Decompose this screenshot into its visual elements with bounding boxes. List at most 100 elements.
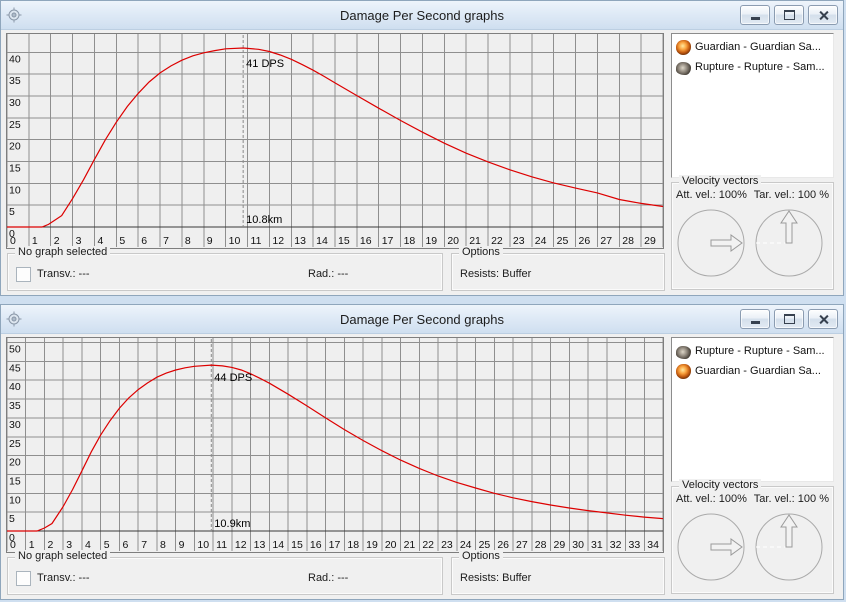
attacker-velocity-label: Att. vel.: 100% (676, 493, 747, 505)
svg-text:26: 26 (497, 539, 509, 551)
options-group: Options Resists: Buffer (451, 550, 665, 595)
svg-text:12: 12 (235, 539, 247, 551)
svg-text:10: 10 (197, 539, 209, 551)
velocity-dials (677, 513, 823, 581)
svg-text:19: 19 (425, 235, 437, 247)
no-graph-group-label: No graph selected (15, 246, 111, 258)
options-group: Options Resists: Buffer (451, 246, 665, 291)
svg-text:34: 34 (647, 539, 659, 551)
svg-text:30: 30 (9, 419, 21, 431)
dps-curve (7, 364, 664, 532)
legend-panel: Rupture - Rupture - Sam... Guardian - Gu… (671, 337, 834, 482)
up-arrow-icon[interactable] (780, 514, 798, 548)
attacker-vector-dial[interactable] (677, 209, 745, 277)
maximize-button[interactable] (774, 309, 804, 329)
svg-text:22: 22 (422, 539, 434, 551)
svg-text:27: 27 (516, 539, 528, 551)
svg-text:26: 26 (579, 235, 591, 247)
velocity-dials (677, 209, 823, 277)
dps-graph[interactable]: 0 5 10 15 20 25 30 35 40 0 1 2 3 4 5 6 7 8 9 10 11 12 13 14 15 16… (6, 33, 664, 249)
svg-text:35: 35 (9, 400, 21, 412)
svg-text:1: 1 (32, 235, 38, 247)
ship-icon (676, 39, 691, 55)
titlebar[interactable]: Damage Per Second graphs (1, 305, 843, 334)
maximize-button[interactable] (774, 5, 804, 25)
svg-text:21: 21 (404, 539, 416, 551)
radial-value: Rad.: --- (308, 572, 349, 584)
svg-text:25: 25 (479, 539, 491, 551)
svg-text:20: 20 (9, 141, 21, 153)
velocity-vectors-group: Velocity vectors Att. vel.: 100% Tar. ve… (671, 479, 834, 594)
transversal-checkbox[interactable] (16, 266, 31, 282)
svg-text:40: 40 (9, 53, 21, 65)
ship-icon (676, 345, 691, 359)
transversal-value: Transv.: --- (37, 268, 90, 280)
right-arrow-icon[interactable] (710, 234, 743, 252)
options-group-label: Options (459, 550, 503, 562)
target-crosshair-icon (6, 7, 22, 23)
svg-text:15: 15 (338, 235, 350, 247)
svg-text:5: 5 (9, 206, 15, 218)
svg-text:20: 20 (385, 539, 397, 551)
right-arrow-icon[interactable] (710, 538, 743, 556)
minimize-button[interactable] (740, 309, 770, 329)
svg-text:24: 24 (535, 235, 547, 247)
client-area: 0 5 10 15 20 25 30 35 40 0 1 2 3 4 5 6 7 8 9 10 11 12 13 14 15 16… (1, 30, 843, 295)
legend-item[interactable]: Rupture - Rupture - Sam... (674, 341, 831, 361)
legend-item-label: Rupture - Rupture - Sam... (695, 61, 825, 73)
svg-text:14: 14 (316, 235, 328, 247)
svg-text:16: 16 (360, 235, 372, 247)
svg-text:25: 25 (9, 438, 21, 450)
svg-text:12: 12 (272, 235, 284, 247)
svg-text:19: 19 (366, 539, 378, 551)
svg-text:18: 18 (404, 235, 416, 247)
svg-text:17: 17 (329, 539, 341, 551)
titlebar[interactable]: Damage Per Second graphs (1, 1, 843, 30)
minimize-button[interactable] (740, 5, 770, 25)
legend-item[interactable]: Guardian - Guardian Sa... (674, 361, 831, 381)
legend-item-label: Guardian - Guardian Sa... (695, 365, 821, 377)
attacker-vector-dial[interactable] (677, 513, 745, 581)
minimize-icon (750, 16, 760, 20)
dps-graph[interactable]: 0 5 10 15 20 25 30 35 40 45 50 0 1 2 3 4 5 6 7 8 9 10 11 12 13 14… (6, 337, 664, 553)
legend-item[interactable]: Guardian - Guardian Sa... (674, 37, 831, 57)
svg-text:4: 4 (85, 539, 91, 551)
svg-text:5: 5 (119, 235, 125, 247)
legend-item[interactable]: Rupture - Rupture - Sam... (674, 57, 831, 77)
maximize-icon (783, 10, 795, 20)
svg-text:33: 33 (629, 539, 641, 551)
resists-value: Resists: Buffer (460, 572, 532, 584)
no-graph-group-label: No graph selected (15, 550, 111, 562)
svg-text:15: 15 (9, 163, 21, 175)
svg-text:20: 20 (9, 457, 21, 469)
up-arrow-icon[interactable] (780, 210, 798, 244)
svg-text:30: 30 (572, 539, 584, 551)
legend-item-label: Rupture - Rupture - Sam... (695, 345, 825, 357)
window-title: Damage Per Second graphs (339, 7, 505, 23)
transversal-checkbox[interactable] (16, 570, 31, 586)
close-button[interactable] (808, 5, 838, 25)
svg-text:9: 9 (207, 235, 213, 247)
svg-text:30: 30 (9, 97, 21, 109)
window-controls (736, 309, 838, 329)
ship-icon (676, 363, 691, 379)
transversal-value: Transv.: --- (37, 572, 90, 584)
svg-text:13: 13 (294, 235, 306, 247)
svg-text:23: 23 (441, 539, 453, 551)
svg-text:11: 11 (251, 235, 262, 247)
svg-text:23: 23 (513, 235, 525, 247)
dps-peak-label: 41 DPS (246, 58, 284, 70)
svg-text:13: 13 (254, 539, 266, 551)
svg-text:2: 2 (47, 539, 53, 551)
svg-text:10: 10 (229, 235, 241, 247)
svg-text:0: 0 (9, 228, 15, 240)
dps-curve (7, 47, 664, 228)
legend-item-label: Guardian - Guardian Sa... (695, 41, 821, 53)
svg-text:29: 29 (554, 539, 566, 551)
maximize-icon (783, 314, 795, 324)
velocity-group-label: Velocity vectors (679, 479, 762, 491)
svg-text:45: 45 (9, 362, 21, 374)
svg-text:32: 32 (610, 539, 622, 551)
close-button[interactable] (808, 309, 838, 329)
